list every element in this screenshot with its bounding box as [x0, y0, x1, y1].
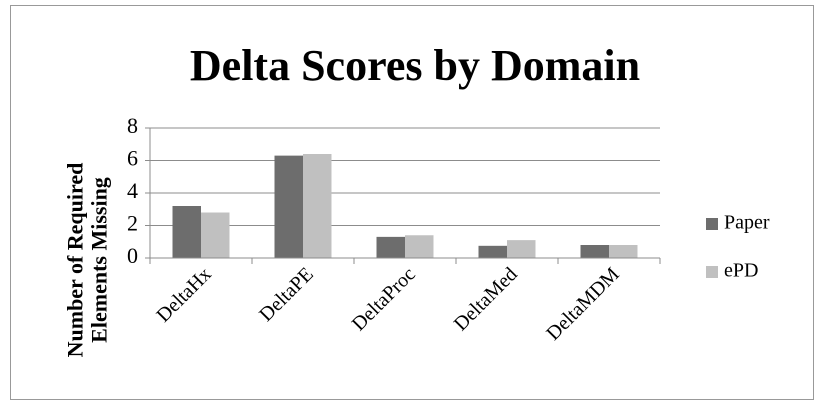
y-tick-label: 2: [127, 211, 138, 236]
bar: [274, 155, 303, 258]
y-tick-label: 6: [127, 146, 138, 171]
bar: [609, 245, 638, 258]
legend-label: ePD: [724, 260, 758, 282]
chart-frame: [10, 5, 814, 400]
bar: [405, 235, 434, 258]
bar: [201, 212, 230, 258]
bar: [172, 206, 201, 258]
legend-label: Paper: [724, 212, 770, 234]
y-tick-label: 8: [127, 113, 138, 138]
y-tick-label: 0: [127, 243, 138, 268]
legend-swatch: [706, 218, 718, 230]
bar: [303, 154, 332, 258]
bar: [376, 236, 405, 258]
y-tick-label: 4: [127, 178, 138, 203]
bar: [478, 245, 507, 258]
chart-title: Delta Scores by Domain: [190, 41, 640, 90]
legend-swatch: [706, 266, 718, 278]
bar: [507, 240, 536, 258]
bar: [580, 245, 609, 258]
y-axis-label: Number of Required Elements Missing: [62, 162, 112, 358]
